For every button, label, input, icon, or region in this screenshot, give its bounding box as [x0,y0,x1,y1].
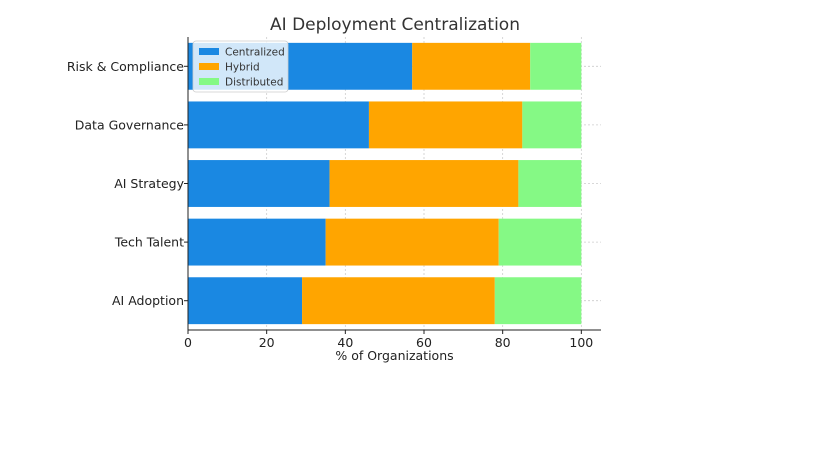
legend-swatch-centralized [199,48,219,55]
x-tick-label: 20 [259,335,275,350]
y-tick-label: Tech Talent [114,235,184,250]
legend-swatch-hybrid [199,63,219,70]
bar-distributed-0 [530,42,582,90]
bar-hybrid-2 [329,160,519,207]
y-tick-label: Risk & Compliance [67,59,184,74]
bar-distributed-2 [518,160,582,207]
legend: Centralized Hybrid Distributed [192,40,289,93]
chart-title: AI Deployment Centralization [270,15,520,35]
bar-distributed-4 [494,277,582,325]
bar-distributed-1 [522,101,582,149]
bar-hybrid-1 [368,101,523,149]
x-tick-label: 80 [495,335,511,350]
legend-label-distributed: Distributed [225,77,283,89]
x-tick-label: 0 [184,335,192,350]
y-tick-label: AI Adoption [112,293,184,308]
x-tick-label: 40 [337,335,353,350]
bar-hybrid-0 [412,42,531,90]
bar-centralized-4 [188,277,303,325]
legend-swatch-distributed [199,78,219,85]
bars [188,42,582,325]
bar-centralized-2 [188,160,330,207]
bar-hybrid-3 [325,218,499,266]
bar-hybrid-4 [302,277,495,325]
bar-centralized-3 [188,218,326,266]
bar-centralized-1 [188,101,369,149]
x-axis-label: % of Organizations [335,348,453,363]
y-tick-label: AI Strategy [114,176,184,191]
legend-label-centralized: Centralized [225,47,285,59]
bar-distributed-3 [498,218,582,266]
y-ticks: Risk & Compliance Data Governance AI Strat… [67,59,188,308]
x-tick-label: 60 [416,335,432,350]
x-ticks: 0 20 40 60 80 100 [184,330,593,350]
legend-label-hybrid: Hybrid [225,62,260,74]
x-tick-label: 100 [569,335,593,350]
y-tick-label: Data Governance [75,117,185,132]
